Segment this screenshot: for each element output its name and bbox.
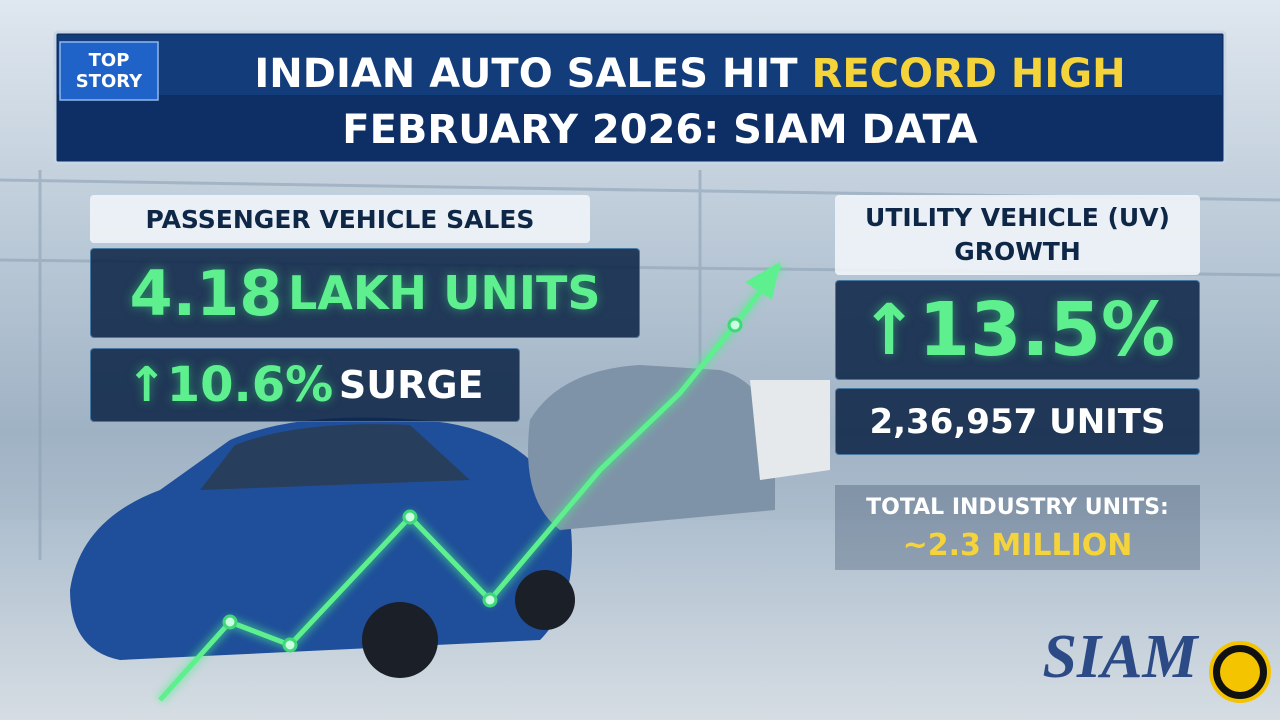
utility-growth-box: ↑ 13.5% [835,280,1200,380]
passenger-value-box: 4.18 LAKH UNITS [90,248,640,338]
up-arrow: ↑ [126,357,167,413]
siam-logo: SIAM [1020,622,1220,692]
top-story-badge [59,41,159,101]
utility-label: GROWTH [954,237,1081,266]
badge-text: STORY [75,71,143,92]
channel-logo-inner [1220,652,1260,692]
car-wheel [362,602,438,678]
title-line1: INDIAN AUTO SALES HIT RECORD HIGH [160,46,1220,102]
passenger-label: PASSENGER VEHICLE SALES [145,204,535,234]
trend-arrowhead [745,262,780,300]
title-text: FEBRUARY 2026: SIAM DATA [342,107,978,153]
car-white [750,380,830,480]
up-arrow: ↑ [859,289,919,371]
utility-label: UTILITY VEHICLE (UV) [865,203,1170,232]
car-windshield [200,424,470,490]
passenger-growth-box: ↑ 10.6% SURGE [90,348,520,422]
trend-dots [222,317,743,653]
utility-label-box: UTILITY VEHICLE (UV) GROWTH [835,195,1200,275]
passenger-value: 4.18 [129,256,283,330]
total-box: TOTAL INDUSTRY UNITS: ~2.3 MILLION [835,485,1200,570]
title-text: INDIAN AUTO SALES HIT [254,51,798,97]
passenger-growth-word: SURGE [338,363,484,407]
badge-text: TOP [88,50,130,71]
passenger-label-box: PASSENGER VEHICLE SALES [90,195,590,243]
siam-logo-text: SIAM [1042,622,1198,691]
header-panel [53,30,1227,165]
car-wheel [515,570,575,630]
passenger-unit: LAKH UNITS [288,266,601,320]
title-line2: FEBRUARY 2026: SIAM DATA [160,102,1160,158]
badge: TOP STORY [60,42,158,100]
utility-units-box: 2,36,957 UNITS [835,388,1200,455]
title-highlight: RECORD HIGH [811,51,1126,97]
passenger-growth: 10.6% [166,357,334,413]
utility-growth: 13.5% [918,287,1176,373]
total-value: ~2.3 MILLION [902,527,1133,563]
utility-units: 2,36,957 UNITS [869,401,1166,442]
total-label: TOTAL INDUSTRY UNITS: [866,494,1169,520]
